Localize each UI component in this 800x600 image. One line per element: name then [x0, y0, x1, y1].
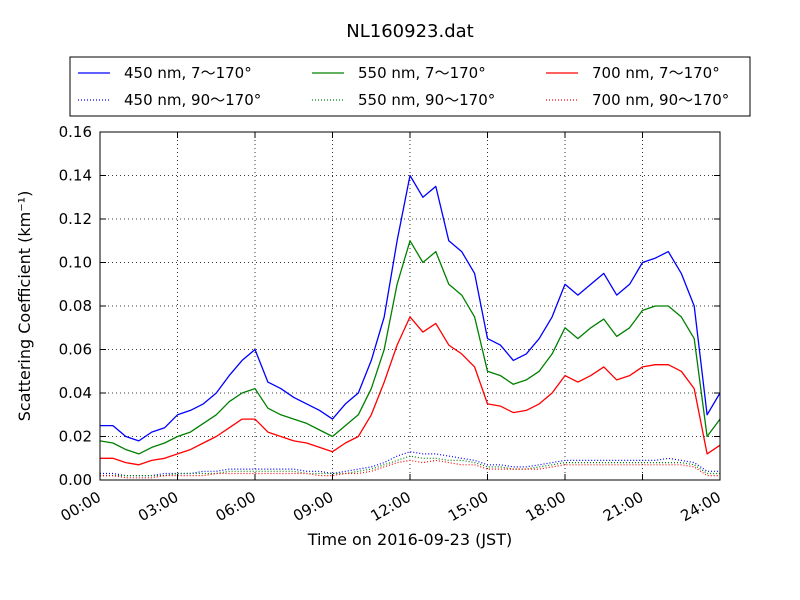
- x-tick-label: 21:00: [600, 488, 646, 525]
- y-tick-label: 0.04: [59, 384, 92, 402]
- x-tick-label: 06:00: [213, 488, 259, 525]
- y-tick-label: 0.10: [59, 254, 92, 272]
- y-tick-label: 0.14: [59, 167, 92, 185]
- series-layer: [99, 174, 721, 479]
- legend-label-5: 700 nm, 90～170°: [592, 91, 729, 109]
- legend-label-0: 450 nm, 7～170°: [124, 64, 252, 82]
- legend-label-4: 700 nm, 7～170°: [592, 64, 720, 82]
- legend-label-1: 450 nm, 90～170°: [124, 91, 261, 109]
- y-axis-label: Scattering Coefficient (km⁻¹): [15, 191, 34, 422]
- x-tick-label: 00:00: [58, 488, 104, 525]
- y-tick-label: 0.00: [59, 471, 92, 489]
- series-line-4: [100, 316, 721, 466]
- x-tick-label: 18:00: [523, 488, 569, 525]
- x-tick-label: 03:00: [135, 488, 181, 525]
- y-tick-label: 0.08: [59, 297, 92, 315]
- chart-title: NL160923.dat: [346, 21, 473, 42]
- x-tick-label: 24:00: [678, 488, 724, 525]
- x-tick-label: 12:00: [368, 488, 414, 525]
- series-line-2: [99, 240, 721, 455]
- grid-lines: [99, 131, 721, 481]
- legend: 450 nm, 7～170° 450 nm, 90～170° 550 nm, 7～1…: [69, 56, 751, 117]
- y-tick-label: 0.06: [59, 341, 92, 359]
- y-tick-label: 0.16: [59, 123, 92, 141]
- x-tick-label: 15:00: [445, 488, 491, 525]
- y-tick-label: 0.12: [59, 210, 92, 228]
- x-axis-label: Time on 2016-09-23 (JST): [307, 530, 512, 549]
- series-line-0: [100, 174, 721, 442]
- series-line-5: [100, 459, 720, 479]
- legend-label-3: 550 nm, 90～170°: [358, 91, 495, 109]
- y-tick-label: 0.02: [59, 428, 92, 446]
- legend-frame: [69, 56, 751, 117]
- legend-label-2: 550 nm, 7～170°: [358, 64, 486, 82]
- x-tick-label: 09:00: [290, 488, 336, 525]
